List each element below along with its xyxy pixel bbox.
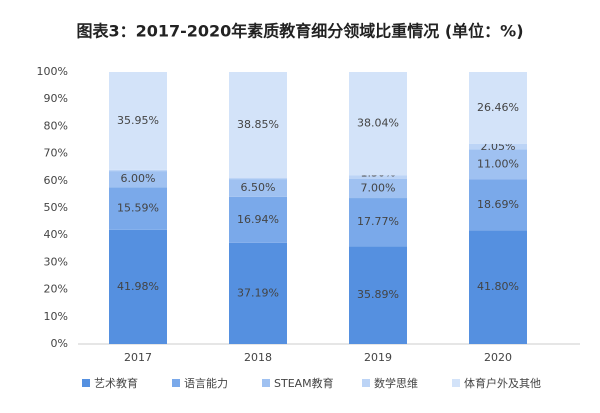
bar-segment [109, 72, 167, 170]
bar-segment [469, 72, 527, 144]
bar-segment [109, 229, 167, 344]
legend-label: 体育户外及其他 [464, 376, 541, 390]
y-tick-label: 10% [44, 310, 68, 323]
bar-segment [469, 143, 527, 150]
y-tick-label: 0% [51, 337, 68, 350]
bar-segment [109, 171, 167, 188]
bar-segment [349, 72, 407, 176]
x-tick-label: 2018 [244, 351, 272, 364]
bar-segment [229, 242, 287, 344]
bar-segment [229, 72, 287, 178]
value-label: 15.59% [117, 202, 159, 215]
value-label: 38.04% [357, 117, 399, 130]
bar-segment [349, 246, 407, 344]
bar-segment [229, 196, 287, 243]
legend-label: 数学思维 [374, 376, 418, 390]
value-label: 7.00% [361, 182, 396, 195]
legend-swatch [362, 379, 370, 387]
y-tick-label: 20% [44, 283, 68, 296]
y-tick-label: 40% [44, 228, 68, 241]
y-tick-label: 90% [44, 92, 68, 105]
x-tick-label: 2019 [364, 351, 392, 364]
value-label: 18.69% [477, 198, 519, 211]
value-label: 37.19% [237, 286, 279, 299]
value-label: 38.85% [237, 118, 279, 131]
legend-swatch [452, 379, 460, 387]
value-label: 35.95% [117, 114, 159, 127]
legend-label: STEAM教育 [274, 376, 334, 390]
y-tick-label: 80% [44, 119, 68, 132]
bar-segment [109, 169, 167, 172]
bar-segment [109, 187, 167, 230]
bar-segment [469, 179, 527, 231]
y-tick-label: 70% [44, 147, 68, 160]
legend-swatch [172, 379, 180, 387]
value-label: 16.94% [237, 213, 279, 226]
value-label: 41.98% [117, 280, 159, 293]
legend-swatch [82, 379, 90, 387]
y-tick-label: 60% [44, 174, 68, 187]
y-tick-label: 30% [44, 255, 68, 268]
bar-segment [229, 179, 287, 197]
value-label: 35.89% [357, 288, 399, 301]
x-tick-label: 2017 [124, 351, 152, 364]
y-tick-label: 50% [44, 201, 68, 214]
value-label: 6.00% [121, 172, 156, 185]
bar-segment [349, 179, 407, 199]
bar-segment [469, 149, 527, 180]
legend-label: 艺术教育 [94, 376, 138, 390]
value-label: 6.50% [241, 181, 276, 194]
bar-segment [229, 177, 287, 180]
value-label: 17.77% [357, 215, 399, 228]
value-label: 11.00% [477, 158, 519, 171]
value-label: 26.46% [477, 101, 519, 114]
x-tick-label: 2020 [484, 351, 512, 364]
value-label: 41.80% [477, 280, 519, 293]
bar-segment [469, 230, 527, 344]
legend-swatch [262, 379, 270, 387]
bar-segment [349, 198, 407, 247]
chart-title: 图表3：2017-2020年素质教育细分领域比重情况 (单位：%) [76, 22, 523, 41]
y-tick-label: 100% [37, 65, 68, 78]
legend-label: 语言能力 [184, 376, 228, 390]
bar-segment [349, 175, 407, 180]
